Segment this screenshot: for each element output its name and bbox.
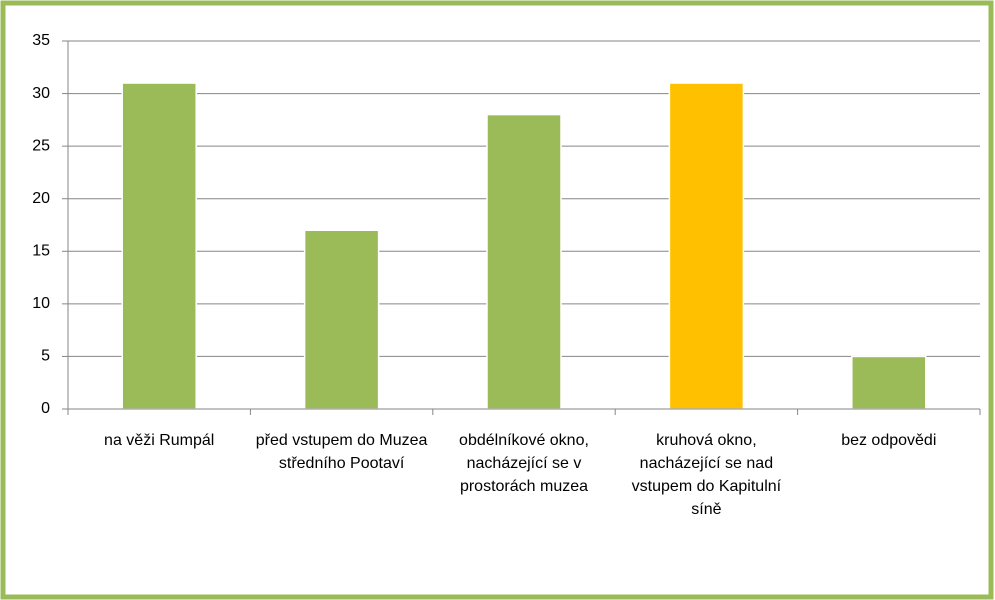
y-tick-label: 15 (32, 243, 50, 260)
x-tick-label: bez odpovědi (841, 432, 937, 449)
bar (668, 82, 745, 410)
y-tick-label: 20 (32, 190, 50, 207)
y-tick-label: 5 (41, 348, 50, 365)
y-tick-label: 30 (32, 85, 50, 102)
x-tick-label: obdélníkové okno, nacházející se v prost… (459, 432, 589, 495)
x-tick-label: na věži Rumpál (104, 432, 215, 449)
bar (121, 82, 197, 410)
x-tick-label: před vstupem do Muzea středního Pootaví (255, 432, 428, 472)
x-tick-label: kruhová okno, nacházející se nad vstupem… (631, 432, 782, 518)
y-tick-label: 25 (32, 137, 50, 154)
y-tick-label: 35 (32, 32, 50, 49)
y-tick-label: 10 (32, 295, 50, 312)
bar (851, 355, 927, 410)
bar (303, 229, 380, 410)
bar (486, 113, 562, 410)
y-tick-label: 0 (41, 400, 50, 417)
